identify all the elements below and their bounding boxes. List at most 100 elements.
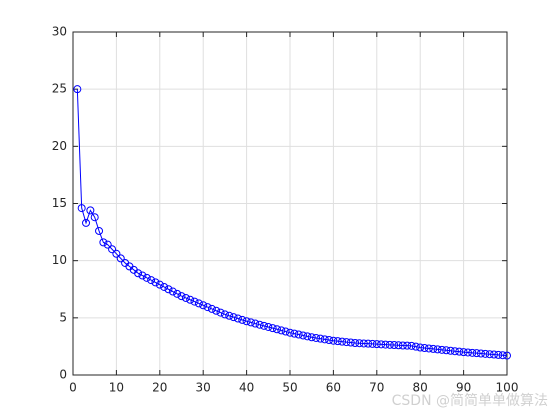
x-tick-label: 90 bbox=[456, 381, 471, 395]
data-marker bbox=[481, 349, 490, 358]
data-marker bbox=[246, 318, 255, 327]
x-tick-label: 80 bbox=[413, 381, 428, 395]
x-tick-label: 100 bbox=[496, 381, 519, 395]
data-marker bbox=[216, 308, 225, 317]
data-marker bbox=[73, 85, 82, 94]
data-marker bbox=[90, 213, 99, 222]
data-marker bbox=[303, 332, 312, 341]
data-marker bbox=[433, 345, 442, 354]
data-marker bbox=[173, 289, 182, 298]
data-marker bbox=[320, 335, 329, 344]
data-marker bbox=[203, 303, 212, 312]
x-tick-label: 10 bbox=[109, 381, 124, 395]
data-marker bbox=[277, 326, 286, 335]
data-marker bbox=[259, 321, 268, 330]
y-tick-label: 25 bbox=[52, 82, 67, 96]
data-marker bbox=[351, 338, 360, 347]
data-marker bbox=[494, 350, 503, 359]
data-marker bbox=[164, 285, 173, 294]
data-marker bbox=[268, 324, 277, 333]
data-marker bbox=[468, 348, 477, 357]
data-marker bbox=[181, 293, 190, 302]
data-marker bbox=[251, 319, 260, 328]
data-marker bbox=[220, 310, 229, 319]
data-marker bbox=[86, 206, 95, 215]
data-marker bbox=[416, 343, 425, 352]
y-tick-label: 20 bbox=[52, 139, 67, 153]
data-marker bbox=[142, 273, 151, 282]
x-tick-label: 50 bbox=[282, 381, 297, 395]
data-marker bbox=[255, 320, 264, 329]
data-marker bbox=[112, 249, 121, 258]
data-marker bbox=[398, 341, 407, 350]
data-marker bbox=[225, 311, 234, 320]
x-tick-label: 30 bbox=[196, 381, 211, 395]
data-marker bbox=[359, 339, 368, 348]
data-marker bbox=[103, 240, 112, 249]
data-marker bbox=[160, 282, 169, 291]
data-marker bbox=[472, 349, 481, 358]
data-marker bbox=[442, 346, 451, 355]
data-marker bbox=[420, 344, 429, 353]
data-marker bbox=[242, 317, 251, 326]
data-marker bbox=[446, 346, 455, 355]
data-marker bbox=[503, 351, 511, 360]
data-line bbox=[76, 89, 508, 357]
data-marker bbox=[372, 340, 381, 349]
data-marker bbox=[207, 304, 216, 313]
data-marker bbox=[186, 295, 195, 304]
x-tick-label: 70 bbox=[369, 381, 384, 395]
data-marker bbox=[229, 313, 238, 322]
data-marker bbox=[281, 327, 290, 336]
data-marker bbox=[155, 280, 164, 289]
data-marker bbox=[498, 351, 507, 360]
data-marker bbox=[99, 238, 108, 247]
data-marker bbox=[212, 306, 221, 315]
data-marker bbox=[325, 336, 334, 345]
data-marker bbox=[168, 287, 177, 296]
data-marker bbox=[364, 339, 373, 348]
data-marker bbox=[424, 344, 433, 353]
data-marker bbox=[307, 333, 316, 342]
data-marker bbox=[264, 322, 273, 331]
x-tick-label: 20 bbox=[152, 381, 167, 395]
x-tick-label: 0 bbox=[69, 381, 77, 395]
data-marker bbox=[385, 340, 394, 349]
data-marker bbox=[238, 315, 247, 324]
data-marker bbox=[437, 345, 446, 354]
data-marker bbox=[338, 337, 347, 346]
y-tick-label: 15 bbox=[52, 196, 67, 210]
data-marker bbox=[177, 292, 186, 301]
data-marker bbox=[194, 299, 203, 308]
data-marker bbox=[134, 269, 143, 278]
data-marker bbox=[368, 339, 377, 348]
y-tick-label: 5 bbox=[59, 310, 67, 324]
data-marker bbox=[190, 297, 199, 306]
data-marker bbox=[316, 334, 325, 343]
data-marker bbox=[151, 278, 160, 287]
data-marker bbox=[485, 350, 494, 359]
data-marker bbox=[95, 226, 104, 235]
x-tick-label: 40 bbox=[239, 381, 254, 395]
data-marker bbox=[450, 347, 459, 356]
data-marker bbox=[77, 204, 86, 213]
plot-frame bbox=[72, 31, 508, 376]
data-marker bbox=[455, 347, 464, 356]
data-marker bbox=[355, 339, 364, 348]
x-tick-label: 60 bbox=[326, 381, 341, 395]
data-marker bbox=[403, 341, 412, 350]
data-marker bbox=[377, 340, 386, 349]
data-marker bbox=[459, 348, 468, 357]
data-marker bbox=[407, 341, 416, 350]
data-marker bbox=[82, 218, 91, 227]
y-tick-label: 0 bbox=[59, 368, 67, 382]
data-marker bbox=[286, 328, 294, 337]
data-marker bbox=[333, 337, 342, 346]
data-marker bbox=[108, 245, 117, 254]
data-marker bbox=[147, 276, 156, 285]
data-marker bbox=[476, 349, 485, 358]
data-marker bbox=[394, 341, 403, 350]
data-marker bbox=[272, 325, 281, 334]
